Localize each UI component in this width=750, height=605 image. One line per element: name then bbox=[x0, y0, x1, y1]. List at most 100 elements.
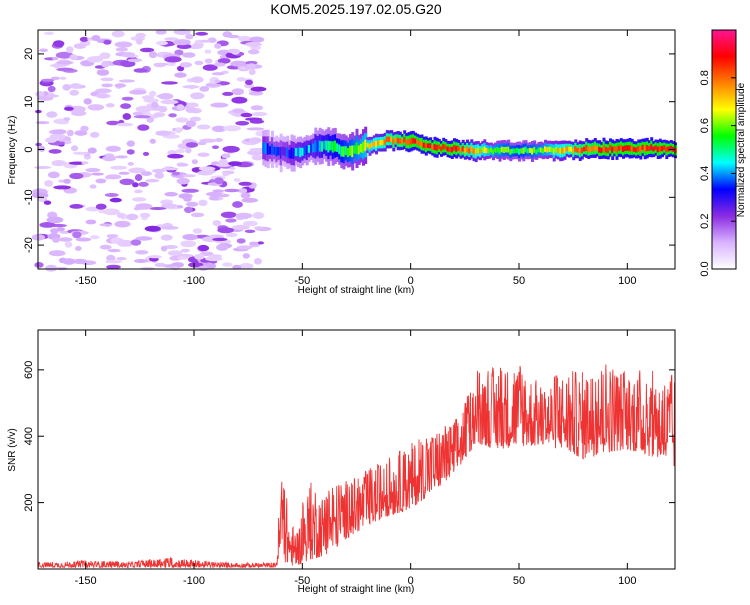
figure-title: KOM5.2025.197.02.05.G20 bbox=[270, 1, 441, 17]
noise-blob bbox=[120, 60, 136, 68]
ridge-core bbox=[448, 146, 452, 152]
noise-blob bbox=[71, 145, 79, 152]
noise-blob bbox=[197, 244, 210, 252]
colorbar-label: Normalized spectral amplitude bbox=[736, 82, 747, 217]
ridge-core bbox=[273, 146, 277, 155]
noise-blob bbox=[244, 83, 255, 89]
colorbar-tick-label: 0.2 bbox=[699, 214, 711, 229]
noise-blob bbox=[160, 199, 174, 205]
noise-blob bbox=[211, 72, 225, 76]
ridge-core bbox=[515, 147, 519, 154]
noise-blob bbox=[229, 166, 236, 171]
noise-blob bbox=[154, 172, 164, 179]
ridge-core bbox=[459, 148, 463, 153]
noise-blob bbox=[221, 153, 231, 159]
noise-blob bbox=[39, 48, 48, 53]
noise-blob bbox=[135, 203, 153, 210]
ridge-core bbox=[481, 147, 485, 153]
ridge-core bbox=[351, 145, 355, 158]
noise-blob bbox=[240, 112, 253, 118]
ridge-core bbox=[364, 139, 368, 151]
ridge-core bbox=[463, 148, 467, 154]
ridge-core bbox=[394, 137, 398, 142]
noise-blob bbox=[91, 172, 104, 176]
colorbar-tick-label: 0.8 bbox=[699, 70, 711, 85]
noise-blob bbox=[117, 239, 131, 247]
ridge-core bbox=[632, 146, 636, 152]
noise-blob bbox=[128, 167, 146, 174]
noise-blob bbox=[239, 263, 254, 270]
noise-blob bbox=[53, 40, 65, 48]
ridge-core bbox=[483, 146, 487, 153]
noise-blob bbox=[145, 179, 160, 183]
noise-blob bbox=[115, 47, 129, 52]
noise-blob bbox=[104, 193, 119, 197]
noise-blob bbox=[170, 266, 180, 271]
noise-blob bbox=[253, 156, 262, 161]
noise-blob bbox=[205, 256, 223, 262]
noise-blob bbox=[214, 177, 224, 185]
noise-blob bbox=[69, 54, 78, 61]
x-tick-label: 50 bbox=[513, 275, 525, 287]
ridge-core bbox=[546, 147, 550, 153]
noise-blob bbox=[40, 78, 55, 82]
ridge-core bbox=[316, 141, 320, 151]
noise-blob bbox=[164, 37, 179, 41]
noise-blob bbox=[87, 104, 105, 111]
noise-blob bbox=[64, 241, 73, 248]
ridge-core bbox=[275, 146, 279, 157]
noise-blob bbox=[198, 265, 209, 271]
ridge-core bbox=[520, 148, 524, 154]
ridge-core bbox=[643, 145, 647, 152]
noise-blob bbox=[35, 142, 42, 147]
noise-blob bbox=[72, 258, 88, 264]
ridge-core bbox=[548, 146, 552, 152]
ridge-core bbox=[476, 147, 480, 153]
ridge-core bbox=[444, 144, 448, 150]
noise-blob bbox=[43, 31, 55, 35]
noise-blob bbox=[59, 76, 67, 80]
noise-blob bbox=[185, 120, 197, 128]
spectrogram-y-label: Frequency (Hz) bbox=[7, 116, 18, 185]
ridge-core bbox=[411, 137, 415, 144]
snr-frame bbox=[37, 329, 676, 570]
noise-blob bbox=[46, 94, 60, 98]
ridge-core bbox=[518, 148, 521, 155]
noise-blob bbox=[69, 172, 84, 180]
ridge-core bbox=[591, 146, 595, 152]
ridge-core bbox=[284, 147, 287, 157]
ridge-core bbox=[578, 147, 582, 154]
noise-blob bbox=[236, 245, 253, 250]
ridge-core bbox=[583, 146, 586, 152]
noise-blob bbox=[75, 237, 92, 242]
ridge-core bbox=[407, 139, 411, 146]
noise-blob bbox=[122, 113, 132, 120]
noise-blob bbox=[152, 168, 166, 173]
noise-blob bbox=[177, 163, 189, 167]
ridge-core bbox=[637, 146, 641, 152]
noise-blob bbox=[204, 49, 212, 54]
ridge-core bbox=[537, 147, 541, 153]
noise-blob bbox=[46, 111, 58, 118]
noise-blob bbox=[235, 121, 250, 126]
ridge-core bbox=[403, 136, 407, 143]
noise-blob bbox=[105, 260, 122, 264]
ridge-core bbox=[442, 144, 446, 150]
noise-blob bbox=[139, 212, 151, 219]
noise-blob bbox=[217, 227, 235, 234]
y-tick-label: 0 bbox=[23, 146, 35, 152]
noise-blob bbox=[90, 131, 100, 138]
noise-blob bbox=[81, 161, 89, 165]
colorbar-ticks: 0.0 0.2 0.4 0.6 0.8 bbox=[699, 70, 736, 277]
ridge-band bbox=[262, 126, 677, 173]
noise-blob bbox=[119, 178, 135, 185]
noise-blob bbox=[66, 129, 74, 137]
ridge-core bbox=[375, 141, 378, 148]
ridge-core bbox=[336, 143, 339, 152]
ridge-core bbox=[353, 145, 357, 154]
ridge-core bbox=[362, 141, 365, 153]
noise-blob bbox=[99, 223, 113, 227]
noise-blob bbox=[116, 212, 124, 219]
noise-blob bbox=[164, 191, 178, 197]
noise-blob bbox=[101, 83, 113, 88]
